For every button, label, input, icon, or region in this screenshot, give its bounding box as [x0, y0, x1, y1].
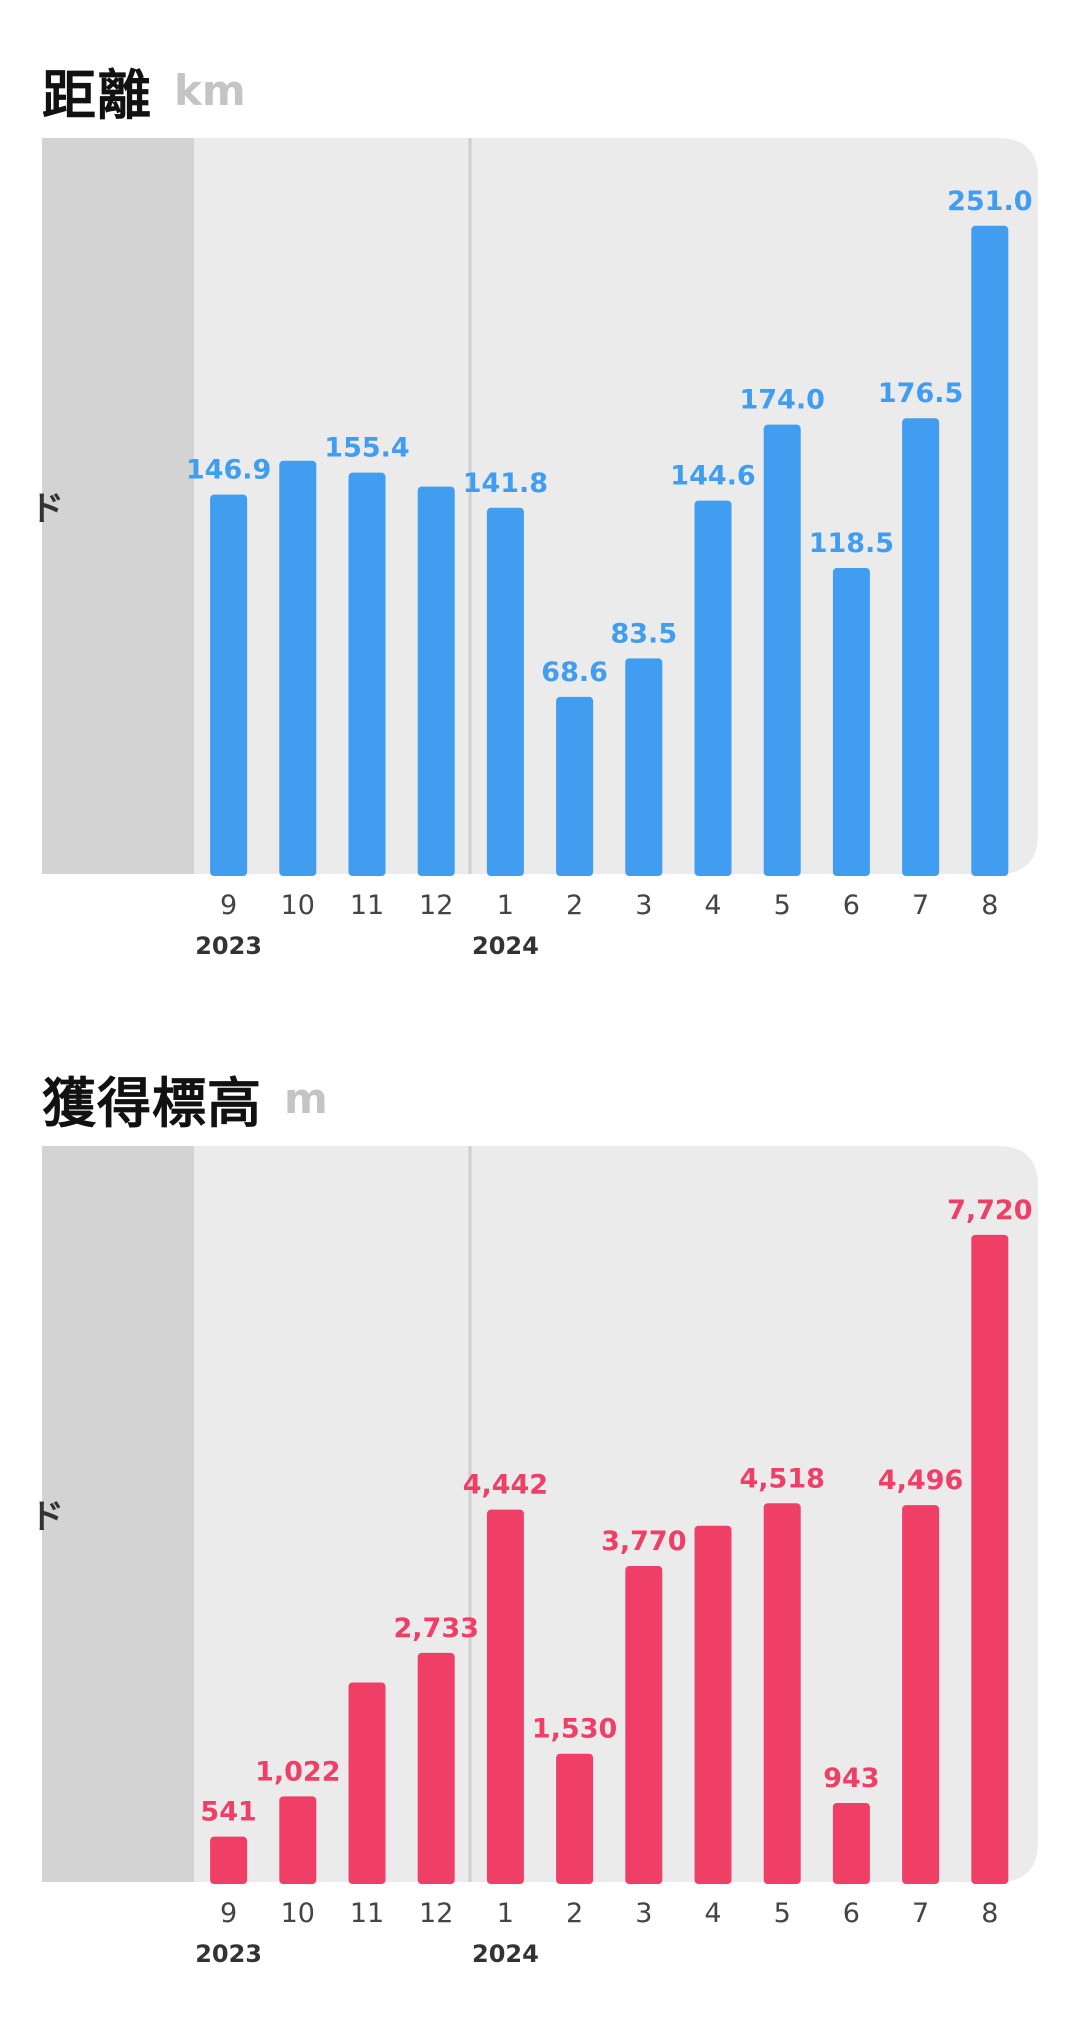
elevation-tick-label: 5 — [774, 1898, 791, 1929]
distance-tick-label: 11 — [350, 890, 384, 921]
elevation-data-label: 1,022 — [255, 1756, 340, 1787]
distance-tick-label: 8 — [981, 890, 998, 921]
distance-year-label: 2023 — [195, 932, 262, 960]
distance-data-label: 118.5 — [809, 528, 894, 559]
elevation-bar — [694, 1525, 732, 1884]
elevation-bar — [902, 1505, 940, 1884]
elevation-title-row: 獲得標高 m — [42, 1048, 328, 1148]
distance-bar — [279, 460, 317, 876]
distance-prior-period-band — [42, 138, 194, 874]
distance-title-row: 距離 km — [42, 40, 246, 140]
distance-tick-label: 12 — [419, 890, 453, 921]
elevation-bar — [279, 1796, 317, 1884]
distance-title: 距離 — [42, 63, 152, 127]
distance-data-label: 174.0 — [739, 385, 824, 416]
elevation-unit: m — [284, 1073, 328, 1123]
elevation-tick-label: 2 — [566, 1898, 583, 1929]
distance-bar — [210, 494, 248, 876]
elevation-data-label: 7,720 — [947, 1195, 1032, 1226]
elevation-bar — [486, 1509, 524, 1884]
elevation-tick-label: 4 — [704, 1898, 721, 1929]
distance-bar — [417, 486, 455, 876]
elevation-chart: ド 541 9 1,022 10 11 2,733 12 4,442 1 1,530 2 3,770 3 4… — [0, 1146, 1080, 1976]
elevation-bar — [348, 1682, 386, 1884]
distance-bar — [971, 225, 1009, 877]
elevation-tick-label: 10 — [281, 1898, 315, 1929]
distance-data-label: 146.9 — [186, 455, 271, 486]
distance-data-label: 68.6 — [541, 657, 608, 688]
distance-unit: km — [174, 65, 246, 115]
elevation-bar — [832, 1802, 870, 1884]
distance-data-label: 251.0 — [947, 186, 1032, 217]
elevation-tick-label: 9 — [220, 1898, 237, 1929]
elevation-year-label: 2023 — [195, 1940, 262, 1968]
distance-tick-label: 1 — [497, 890, 514, 921]
distance-tick-label: 10 — [281, 890, 315, 921]
elevation-data-label: 4,518 — [739, 1463, 824, 1494]
distance-tick-label: 5 — [774, 890, 791, 921]
elevation-tick-label: 6 — [843, 1898, 860, 1929]
elevation-bar — [417, 1652, 455, 1884]
distance-bar — [763, 424, 801, 876]
elevation-tick-label: 12 — [419, 1898, 453, 1929]
elevation-data-label: 1,530 — [532, 1714, 617, 1745]
elevation-chart-svg: ド 541 9 1,022 10 11 2,733 12 4,442 1 1,530 2 3,770 3 4… — [30, 1146, 1038, 1968]
distance-bar — [694, 500, 732, 876]
distance-tick-label: 4 — [704, 890, 721, 921]
elevation-title: 獲得標高 — [42, 1071, 262, 1135]
distance-tick-label: 7 — [912, 890, 929, 921]
elevation-data-label: 4,442 — [463, 1470, 548, 1501]
elevation-year-label: 2024 — [472, 1940, 539, 1968]
elevation-tick-label: 8 — [981, 1898, 998, 1929]
elevation-bar — [556, 1753, 594, 1884]
elevation-bar — [210, 1836, 248, 1884]
elevation-bar — [625, 1565, 663, 1884]
distance-chart: ド 146.9 9 10 155.4 11 12 141.8 1 68.6 2 83.5 3 144.6 4… — [0, 138, 1080, 968]
distance-data-label: 141.8 — [463, 468, 548, 499]
elevation-data-label: 4,496 — [878, 1465, 963, 1496]
elevation-side-label: ド — [30, 1497, 64, 1537]
distance-year-label: 2024 — [472, 932, 539, 960]
distance-data-label: 155.4 — [324, 433, 409, 464]
distance-side-label: ド — [30, 489, 64, 529]
distance-bar — [348, 472, 386, 876]
distance-bar — [486, 507, 524, 876]
distance-data-label: 176.5 — [878, 378, 963, 409]
elevation-data-label: 3,770 — [601, 1526, 686, 1557]
distance-chart-svg: ド 146.9 9 10 155.4 11 12 141.8 1 68.6 2 83.5 3 144.6 4… — [30, 138, 1038, 960]
distance-bar — [625, 658, 663, 876]
distance-data-label: 144.6 — [670, 461, 755, 492]
distance-bar — [556, 696, 594, 876]
distance-data-label: 83.5 — [610, 618, 677, 649]
elevation-data-label: 943 — [823, 1763, 879, 1794]
elevation-data-label: 541 — [200, 1797, 256, 1828]
distance-tick-label: 6 — [843, 890, 860, 921]
distance-bar — [832, 567, 870, 876]
elevation-bar — [763, 1503, 801, 1884]
elevation-bar — [971, 1234, 1009, 1884]
distance-bar — [902, 418, 940, 876]
elevation-tick-label: 1 — [497, 1898, 514, 1929]
elevation-tick-label: 11 — [350, 1898, 384, 1929]
distance-tick-label: 3 — [635, 890, 652, 921]
elevation-tick-label: 7 — [912, 1898, 929, 1929]
distance-tick-label: 2 — [566, 890, 583, 921]
elevation-data-label: 2,733 — [393, 1613, 478, 1644]
elevation-prior-period-band — [42, 1146, 194, 1882]
distance-tick-label: 9 — [220, 890, 237, 921]
elevation-tick-label: 3 — [635, 1898, 652, 1929]
